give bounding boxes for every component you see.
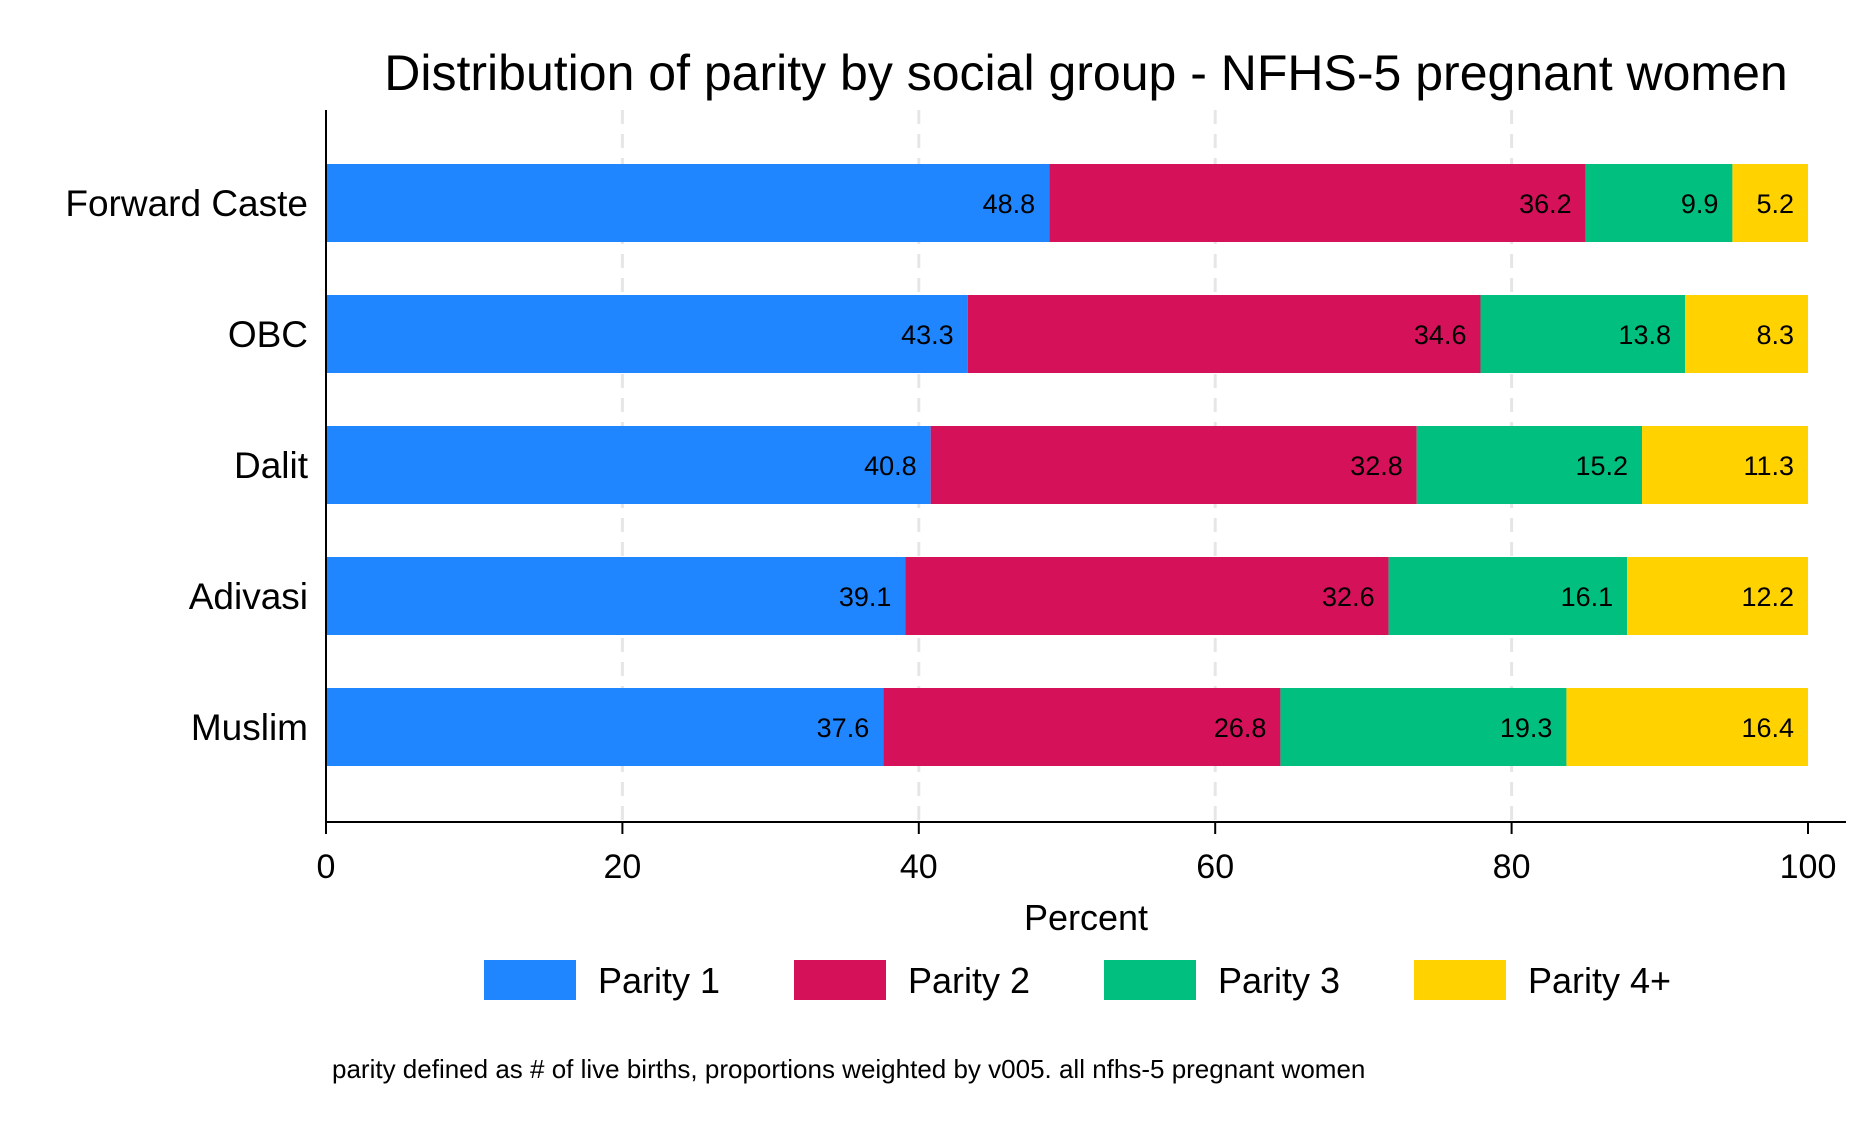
bar-segment <box>1566 688 1808 766</box>
bar-value-label: 26.8 <box>1214 713 1267 743</box>
bar-value-label: 19.3 <box>1500 713 1553 743</box>
category-label: Dalit <box>234 445 309 486</box>
bar-segment <box>967 295 1481 373</box>
legend-swatch <box>1414 960 1506 1000</box>
bar-segment <box>1280 688 1567 766</box>
bar-segment <box>1049 164 1586 242</box>
bar-value-label: 13.8 <box>1618 320 1671 350</box>
chart-title: Distribution of parity by social group -… <box>384 45 1787 101</box>
bar-segment <box>1642 426 1808 504</box>
bar-value-label: 8.3 <box>1756 320 1794 350</box>
bar-value-label: 39.1 <box>839 582 892 612</box>
bar-segment <box>883 688 1281 766</box>
bar-segment <box>1416 426 1643 504</box>
bar-value-label: 43.3 <box>901 320 954 350</box>
bar-value-label: 34.6 <box>1414 320 1467 350</box>
chart-note: parity defined as # of live births, prop… <box>332 1054 1365 1084</box>
bar-segment <box>930 426 1417 504</box>
bar-segment <box>326 295 968 373</box>
bar-segment <box>326 557 906 635</box>
legend-label: Parity 2 <box>908 960 1030 1001</box>
x-tick-label: 20 <box>603 848 641 886</box>
x-tick-label: 40 <box>900 848 938 886</box>
bar-value-label: 32.6 <box>1322 582 1375 612</box>
bar-segment <box>326 688 884 766</box>
x-axis-ticks: 0 20 40 60 80 100 <box>317 822 1837 886</box>
bar-value-label: 15.2 <box>1575 451 1628 481</box>
bar-value-label: 11.3 <box>1743 451 1794 481</box>
legend-label: Parity 3 <box>1218 960 1340 1001</box>
x-tick-label: 0 <box>317 848 336 886</box>
legend-swatch <box>484 960 576 1000</box>
bar-value-label: 32.8 <box>1350 451 1403 481</box>
bar-segment <box>1388 557 1628 635</box>
bar-value-label: 9.9 <box>1681 189 1719 219</box>
bar-value-label: 16.4 <box>1741 713 1794 743</box>
bar-value-label: 48.8 <box>983 189 1036 219</box>
bar-value-label: 37.6 <box>817 713 870 743</box>
legend-label: Parity 4+ <box>1528 960 1671 1001</box>
legend-swatch <box>794 960 886 1000</box>
bar-value-label: 36.2 <box>1519 189 1572 219</box>
bar-segment <box>1627 557 1808 635</box>
legend: Parity 1 Parity 2 Parity 3 Parity 4+ <box>484 960 1671 1001</box>
category-label: OBC <box>228 314 308 355</box>
x-tick-label: 100 <box>1780 848 1837 886</box>
bar-value-label: 12.2 <box>1741 582 1794 612</box>
legend-swatch <box>1104 960 1196 1000</box>
bar-segment <box>1684 295 1808 373</box>
bar-segment <box>1585 164 1733 242</box>
category-label: Adivasi <box>189 576 308 617</box>
bar-value-label: 40.8 <box>864 451 917 481</box>
bar-segment <box>326 426 931 504</box>
bar-labels: 48.8 36.2 9.9 5.2 43.3 34.6 13.8 8.3 40.8 32.8 15.… <box>817 189 1794 743</box>
bar-segment <box>905 557 1389 635</box>
bar-segment <box>1480 295 1685 373</box>
bars <box>326 164 1808 766</box>
category-label: Forward Caste <box>65 183 308 224</box>
x-tick-label: 60 <box>1196 848 1234 886</box>
bar-segment <box>326 164 1050 242</box>
bar-value-label: 16.1 <box>1561 582 1614 612</box>
bar-value-label: 5.2 <box>1756 189 1794 219</box>
x-axis-title: Percent <box>1024 897 1148 938</box>
x-tick-label: 80 <box>1493 848 1531 886</box>
category-labels: Forward Caste OBC Dalit Adivasi Muslim <box>65 183 308 748</box>
legend-label: Parity 1 <box>598 960 720 1001</box>
category-label: Muslim <box>191 707 308 748</box>
bar-segment <box>1732 164 1808 242</box>
